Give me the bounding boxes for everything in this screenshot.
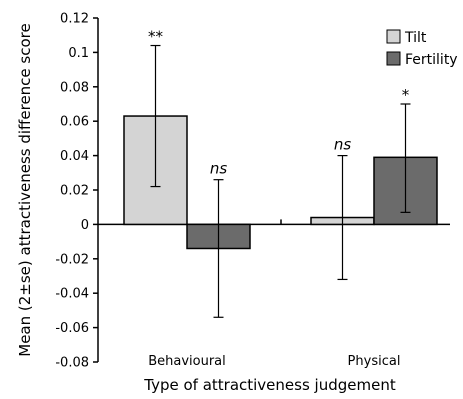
y-tick-label: 0.1 — [68, 46, 89, 61]
legend: Tilt Fertility — [386, 29, 458, 68]
category-label: Physical — [348, 354, 401, 369]
y-tick-label: 0.02 — [60, 184, 89, 199]
y-tick-label: -0.06 — [55, 321, 89, 336]
significance-label: ns — [334, 136, 352, 154]
significance-labels: ** ns ns * — [148, 28, 410, 178]
y-axis-title: Mean (2±se) attractiveness difference sc… — [16, 23, 34, 357]
category-label: Behavioural — [148, 354, 226, 369]
bars — [123, 115, 438, 250]
significance-label: ** — [148, 28, 164, 46]
y-tick-label: 0.04 — [60, 149, 89, 164]
legend-swatch-tilt — [386, 29, 401, 44]
y-tick-label: -0.08 — [55, 356, 89, 371]
significance-label: * — [402, 86, 410, 104]
legend-label-fertility: Fertility — [405, 52, 458, 68]
error-bars — [150, 44, 411, 318]
y-axis: 0.12 0.1 0.08 0.06 0.04 0.02 0 -0.02 -0.04 -0.06 -… — [55, 12, 99, 371]
category-labels: Behavioural Physical — [148, 354, 400, 369]
significance-label: ns — [210, 160, 228, 178]
legend-swatch-fertility — [386, 51, 401, 66]
y-tick-label: 0.08 — [60, 80, 89, 95]
y-tick-label: -0.04 — [55, 287, 89, 302]
y-tick-label: -0.02 — [55, 252, 89, 267]
legend-label-tilt: Tilt — [404, 30, 427, 46]
y-tick-label: 0 — [81, 218, 89, 233]
y-tick-label: 0.06 — [60, 115, 89, 130]
y-tick-label: 0.12 — [60, 12, 89, 27]
x-axis-title: Type of attractiveness judgement — [143, 376, 396, 394]
